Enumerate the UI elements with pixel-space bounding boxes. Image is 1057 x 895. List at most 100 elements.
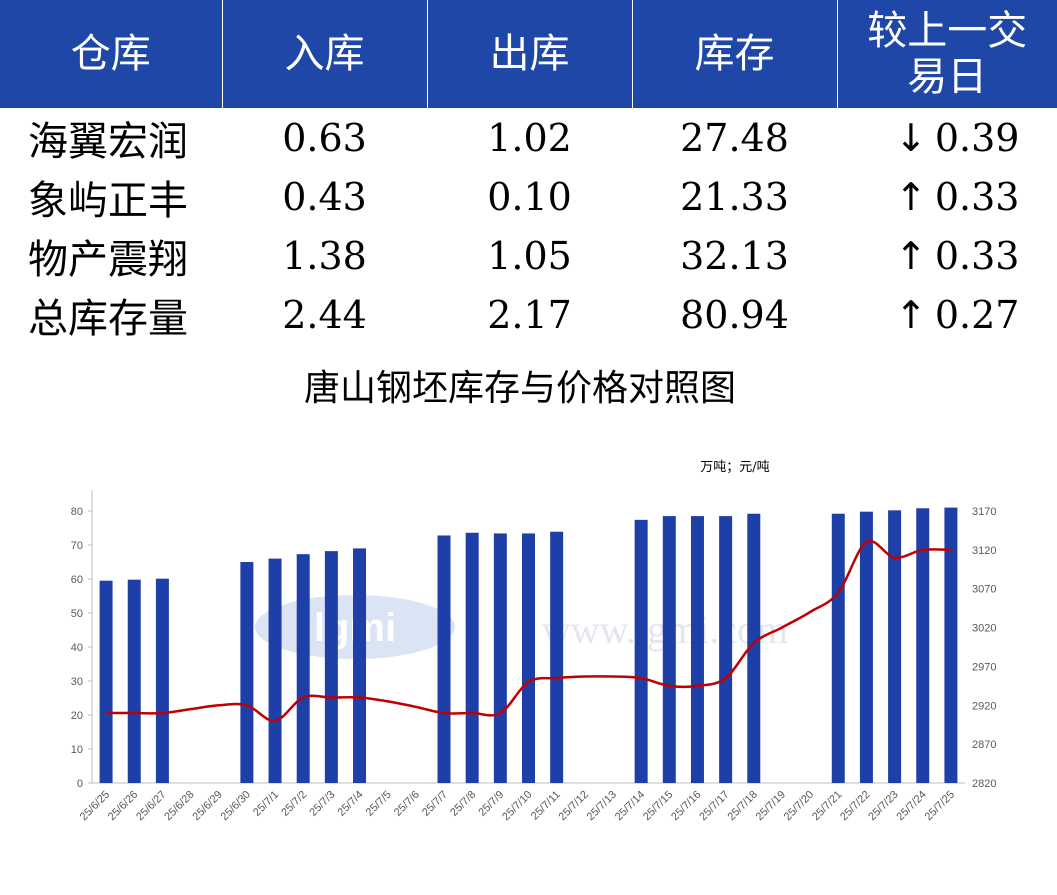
left-tick-label: 80 [71,506,83,518]
bar [690,516,704,783]
x-tick-label: 25/7/12 [557,789,591,823]
row-change: ↑ 0.33 [895,233,1020,278]
header-stock: 库存 [632,0,838,108]
row-warehouse-name: 海翼宏润 [28,118,188,165]
right-tick-label: 2970 [972,661,996,673]
bar [268,558,282,783]
bar [296,554,310,783]
x-tick-label: 25/7/23 [866,789,900,823]
x-tick-label: 25/7/16 [669,789,703,823]
x-tick-label: 25/7/6 [392,789,422,819]
x-tick-label: 25/7/19 [754,789,788,823]
bar-series [99,507,958,783]
table-header-row: 仓库 入库 出库 库存 较上一交易日 [0,0,1057,108]
row-warehouse-name: 象屿正丰 [28,177,188,224]
x-tick-label: 25/6/30 [219,789,253,823]
right-tick-label: 2920 [972,700,996,712]
x-tick-label: 25/7/15 [641,789,675,823]
x-tick-label: 25/7/20 [782,789,816,823]
x-tick-label: 25/7/4 [336,789,366,819]
row-outbound: 0.10 [487,174,572,219]
header-warehouse: 仓库 [0,0,223,108]
x-tick-label: 25/6/26 [106,789,140,823]
right-tick-label: 2870 [972,739,996,751]
table-row: 总库存量 2.44 2.17 80.94 ↑ 0.27 [0,285,1057,344]
right-tick-label: 3070 [972,584,996,596]
bar [353,548,367,783]
bar [944,507,958,783]
left-tick-label: 0 [77,778,83,790]
inventory-table: 仓库 入库 出库 库存 较上一交易日 海翼宏润 0.63 1.02 27.48 … [0,0,1057,344]
right-tick-label: 3020 [972,623,996,635]
header-inbound: 入库 [222,0,428,108]
x-tick-label: 25/6/29 [190,789,224,823]
unit-note: 万吨；元/吨 [700,460,769,475]
bar [831,513,845,783]
row-outbound: 2.17 [487,292,572,337]
row-inbound: 0.63 [282,115,367,160]
row-stock: 21.33 [680,174,789,219]
left-tick-label: 10 [71,744,83,756]
bar [493,533,507,783]
row-outbound: 1.02 [487,115,572,160]
table-row: 海翼宏润 0.63 1.02 27.48 ↓ 0.39 [0,108,1057,167]
right-tick-label: 3170 [972,506,996,518]
row-warehouse-name: 物产震翔 [28,236,188,283]
table-row: 象屿正丰 0.43 0.10 21.33 ↑ 0.33 [0,167,1057,226]
header-outbound: 出库 [427,0,633,108]
left-tick-label: 60 [71,574,83,586]
row-stock: 32.13 [680,233,789,278]
row-stock: 80.94 [680,292,789,337]
bar [888,510,902,783]
arrow-up-icon: ↑ [895,292,927,337]
x-tick-label: 25/7/5 [364,789,394,819]
x-tick-label: 25/7/25 [923,789,957,823]
right-tick-label: 2820 [972,778,996,790]
price-line [106,539,951,723]
x-tick-label: 25/7/11 [529,789,563,823]
bar [155,578,169,783]
bar [437,535,451,783]
x-tick-label: 25/7/2 [279,789,309,819]
chart-axes: 0 10 20 30 40 50 60 70 80 2820 2870 2920 2970 3020 307… [71,490,996,790]
left-tick-label: 20 [71,710,83,722]
x-tick-label: 25/7/14 [613,789,647,823]
line-series [106,539,951,723]
row-change: ↓ 0.39 [895,115,1020,160]
bar [324,551,338,783]
table-row: 物产震翔 1.38 1.05 32.13 ↑ 0.33 [0,226,1057,285]
x-tick-label: 25/7/3 [307,789,337,819]
row-inbound: 2.44 [282,292,367,337]
x-tick-label: 25/7/18 [725,789,759,823]
x-axis-labels: 25/6/2525/6/2625/6/2725/6/2825/6/2925/6/… [78,789,957,823]
left-tick-label: 40 [71,642,83,654]
bar [747,513,761,783]
arrow-up-icon: ↑ [895,233,927,278]
bar [465,532,479,783]
bar [240,562,254,783]
x-tick-label: 25/7/17 [697,789,731,823]
row-warehouse-name: 总库存量 [28,295,188,342]
x-tick-label: 25/7/13 [585,789,619,823]
row-stock: 27.48 [680,115,789,160]
bar [916,508,930,783]
x-tick-label: 25/7/22 [838,789,872,823]
bar [634,519,648,783]
x-tick-label: 25/6/25 [78,789,112,823]
left-tick-label: 30 [71,676,83,688]
right-tick-label: 3120 [972,545,996,557]
row-change: ↑ 0.33 [895,174,1020,219]
x-tick-label: 25/7/1 [251,789,281,819]
left-tick-label: 50 [71,608,83,620]
bar [99,580,113,783]
row-inbound: 0.43 [282,174,367,219]
bar [550,531,564,783]
inventory-price-chart: 唐山钢坯库存与价格对照图 万吨；元/吨 lgmi www.lgmi.com 01… [71,368,997,823]
row-change: ↑ 0.27 [895,292,1020,337]
x-tick-label: 25/6/27 [134,789,168,823]
header-change: 较上一交易日 [837,0,1057,108]
x-tick-label: 25/6/28 [162,789,196,823]
bar [719,516,733,783]
x-tick-label: 25/7/7 [420,789,450,819]
chart-title: 唐山钢坯库存与价格对照图 [304,368,736,409]
